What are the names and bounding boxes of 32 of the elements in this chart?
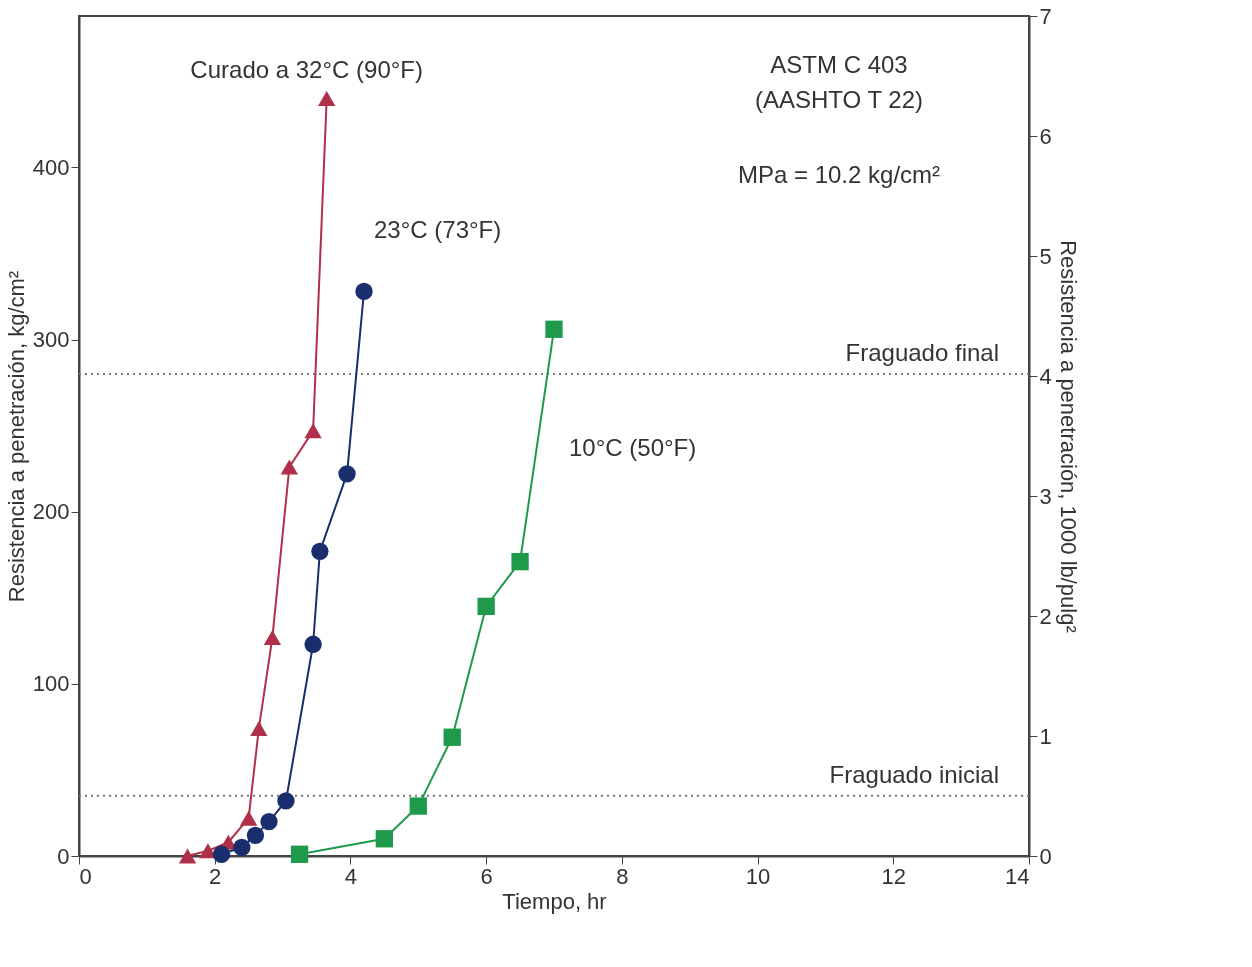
y2-tick-label: 4 — [1039, 363, 1052, 389]
y-tick-label: 100 — [32, 671, 70, 697]
x-tick-label: 2 — [209, 863, 222, 889]
y-tick-label: 400 — [32, 154, 70, 180]
annotation: MPa = 10.2 kg/cm² — [737, 161, 941, 188]
x-tick-label: 4 — [344, 863, 358, 889]
y2-tick-label: 2 — [1039, 603, 1052, 629]
y2-tick-label: 0 — [1039, 843, 1052, 869]
y2-tick-label: 1 — [1039, 723, 1052, 749]
y2-tick-label: 6 — [1039, 123, 1052, 149]
x-tick-label: 0 — [79, 863, 92, 889]
y-tick-label: 300 — [32, 327, 70, 353]
annotation: (AASHTO T 22) — [754, 86, 924, 113]
y2-tick-label: 3 — [1039, 483, 1052, 509]
x-tick-label: 12 — [881, 863, 907, 889]
y2-tick-label: 5 — [1039, 243, 1052, 269]
x-tick-label: 10 — [745, 863, 771, 889]
annotation: ASTM C 403 — [770, 51, 908, 78]
x-tick-label: 14 — [1005, 863, 1030, 889]
y-tick-label: 200 — [32, 499, 70, 525]
x-tick-label: 6 — [480, 863, 493, 889]
y-axis-title: Resistencia a penetración, kg/cm² — [3, 270, 29, 603]
series-label: Curado a 32°C (90°F) — [190, 55, 423, 83]
ref-line-label: Fraguado inicial — [829, 760, 999, 788]
x-tick-label: 8 — [616, 863, 629, 889]
y2-axis-title: Resistencia a penetración, 1000 lb/pulg² — [1055, 240, 1081, 633]
y2-tick-label: 7 — [1039, 3, 1052, 29]
x-axis-title: Tiempo, hr — [502, 888, 607, 914]
y-tick-label: 0 — [57, 843, 70, 869]
series-label: 23°C (73°F) — [374, 216, 502, 244]
ref-line-label: Fraguado final — [845, 339, 999, 367]
series-label: 10°C (50°F) — [569, 434, 697, 462]
